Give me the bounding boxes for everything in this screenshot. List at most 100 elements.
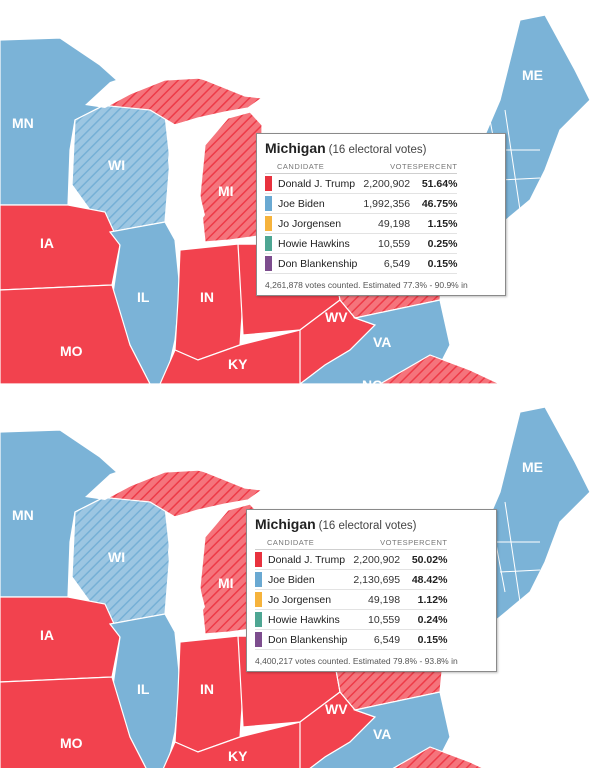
party-swatch [265,193,278,214]
party-swatch [255,569,268,590]
candidate-name: Joe Biden [278,193,364,214]
label-il: IL [137,681,150,697]
state-iowa[interactable] [0,596,121,683]
state-missouri[interactable] [0,284,151,384]
label-me: ME [522,459,543,475]
election-map: MN WI MI IA IL IN MO KY WV VA ME NC [0,0,590,384]
label-wi: WI [108,157,125,173]
candidate-row: Don Blankenship 6,549 0.15% [255,629,448,650]
state-north-carolina[interactable] [378,354,501,384]
label-mi: MI [218,575,234,591]
state-iowa[interactable] [0,204,121,291]
candidate-name: Howie Hawkins [268,609,354,630]
candidate-percent: 0.24% [408,609,448,630]
canada-area [240,0,500,165]
state-kentucky[interactable] [160,721,326,768]
label-wi: WI [108,549,125,565]
candidate-row: Joe Biden 2,130,695 48.42% [255,569,448,590]
candidate-votes: 6,549 [353,629,409,650]
tooltip-footer: 4,261,878 votes counted. Estimated 77.3%… [265,280,468,290]
party-color-chip [265,196,272,211]
results-table: CANDIDATE VOTES PERCENT Donald J. Trump … [255,538,448,650]
party-swatch [255,609,268,630]
candidate-name: Donald J. Trump [278,173,364,194]
label-mo: MO [60,343,83,359]
party-swatch [265,173,278,194]
party-swatch [255,549,268,570]
header-candidate: CANDIDATE [265,162,364,174]
state-missouri[interactable] [0,676,150,768]
label-mo: MO [60,735,83,751]
party-color-chip [255,552,262,567]
party-swatch [265,253,278,274]
label-va: VA [373,726,391,742]
label-me: ME [522,67,543,83]
candidate-percent: 0.25% [418,233,458,254]
tooltip-title: Michigan (16 electoral votes) [265,140,497,156]
candidate-name: Don Blankenship [268,629,354,650]
map-panel-earlier: MN WI MI IA IL IN MO KY WV VA ME NC Mich… [0,0,590,384]
label-mn: MN [12,115,34,131]
candidate-votes: 10,559 [363,233,419,254]
header-votes: VOTES [353,538,409,550]
header-candidate: CANDIDATE [255,538,354,550]
candidate-percent: 50.02% [408,549,448,570]
candidate-row: Donald J. Trump 2,200,902 50.02% [255,549,448,570]
tooltip-state-name: Michigan [255,516,316,532]
candidate-votes: 1,992,356 [363,193,419,214]
label-wv: WV [325,701,348,717]
label-in: IN [200,289,214,305]
candidate-votes: 6,549 [363,253,419,274]
results-header-row: CANDIDATE VOTES PERCENT [255,538,448,550]
lake-superior [85,447,270,500]
candidate-percent: 46.75% [418,193,458,214]
candidate-votes: 10,559 [353,609,409,630]
lake-michigan [168,510,205,622]
candidate-percent: 0.15% [418,253,458,274]
header-percent: PERCENT [408,538,448,550]
party-color-chip [265,236,272,251]
candidate-row: Jo Jorgensen 49,198 1.15% [265,213,458,234]
results-body: Donald J. Trump 2,200,902 50.02% Joe Bid… [255,549,448,650]
label-ia: IA [40,235,54,251]
label-in: IN [200,681,214,697]
candidate-row: Jo Jorgensen 49,198 1.12% [255,589,448,610]
header-votes: VOTES [363,162,419,174]
candidate-row: Joe Biden 1,992,356 46.75% [265,193,458,214]
candidate-row: Howie Hawkins 10,559 0.25% [265,233,458,254]
party-color-chip [255,592,262,607]
candidate-votes: 2,200,902 [363,173,419,194]
state-north-carolina[interactable] [380,746,500,768]
candidate-name: Howie Hawkins [278,233,364,254]
candidate-percent: 1.15% [418,213,458,234]
state-illinois[interactable] [108,221,181,384]
results-header-row: CANDIDATE VOTES PERCENT [265,162,458,174]
label-nc: NC [362,377,382,384]
party-swatch [265,233,278,254]
label-mn: MN [12,507,34,523]
state-borders-new-england [489,501,541,603]
results-body: Donald J. Trump 2,200,902 51.64% Joe Bid… [265,173,458,274]
party-swatch [255,629,268,650]
candidate-percent: 0.15% [408,629,448,650]
tooltip-title: Michigan (16 electoral votes) [255,516,488,532]
candidate-votes: 49,198 [353,589,409,610]
candidate-votes: 2,130,695 [353,569,409,590]
candidate-row: Don Blankenship 6,549 0.15% [265,253,458,274]
party-swatch [265,213,278,234]
candidate-name: Don Blankenship [278,253,364,274]
state-results-tooltip: Michigan (16 electoral votes) CANDIDATE V… [246,509,497,672]
results-table: CANDIDATE VOTES PERCENT Donald J. Trump … [265,162,458,274]
candidate-votes: 2,200,902 [353,549,409,570]
party-color-chip [255,612,262,627]
party-swatch [255,589,268,610]
header-percent: PERCENT [418,162,458,174]
candidate-name: Jo Jorgensen [268,589,354,610]
party-color-chip [255,632,262,647]
candidate-row: Howie Hawkins 10,559 0.24% [255,609,448,630]
candidate-percent: 51.64% [418,173,458,194]
party-color-chip [265,216,272,231]
candidate-name: Donald J. Trump [268,549,354,570]
label-mi: MI [218,183,234,199]
candidate-percent: 48.42% [408,569,448,590]
